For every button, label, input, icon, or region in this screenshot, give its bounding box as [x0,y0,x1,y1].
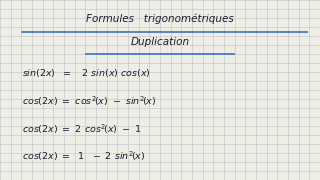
Text: $\mathit{cos}(2x)\ =\ \mathit{cos}^2\!(x)\ -\ \mathit{sin}^2\!(x)$: $\mathit{cos}(2x)\ =\ \mathit{cos}^2\!(x… [22,95,157,109]
Text: $\mathit{cos}(2x)\ =\ 2\ \mathit{cos}^2\!(x)\ -\ 1$: $\mathit{cos}(2x)\ =\ 2\ \mathit{cos}^2\… [22,122,142,136]
Text: Duplication: Duplication [131,37,189,47]
Text: $\mathit{sin}(2x)\ \ =\ \ \ 2\ \mathit{sin}(x)\ \mathit{cos}(x)$: $\mathit{sin}(2x)\ \ =\ \ \ 2\ \mathit{s… [22,67,151,79]
Text: $\mathit{cos}(2x)\ =\ \ 1\ \ -\ 2\ \mathit{sin}^2\!(x)$: $\mathit{cos}(2x)\ =\ \ 1\ \ -\ 2\ \math… [22,150,146,163]
Text: Formules   trigonométriques: Formules trigonométriques [86,14,234,24]
